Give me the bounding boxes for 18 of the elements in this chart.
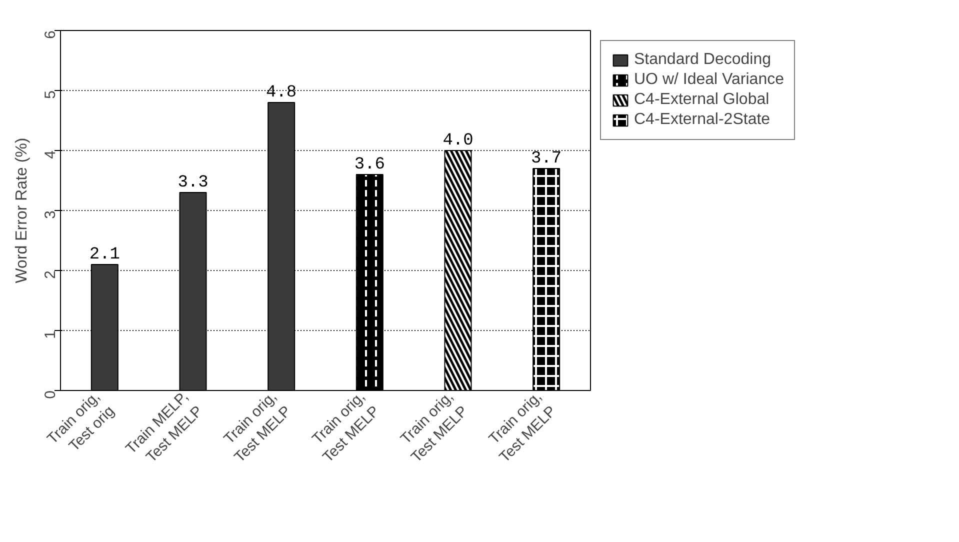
y-tick-label: 6 <box>42 30 59 39</box>
legend-label: Standard Decoding <box>634 51 771 69</box>
legend-label: UO w/ Ideal Variance <box>634 71 784 89</box>
y-tick-label: 3 <box>42 210 59 219</box>
legend-label: C4-External-2State <box>634 111 770 129</box>
y-tick-label: 4 <box>42 150 59 159</box>
data-label: 4.0 <box>442 132 474 150</box>
data-label: 3.6 <box>354 156 385 174</box>
y-tick-label: 1 <box>42 330 59 339</box>
data-label: 2.1 <box>89 246 120 264</box>
data-label: 4.8 <box>266 84 297 102</box>
y-tick-label: 2 <box>42 270 59 279</box>
data-label: 3.7 <box>531 150 562 168</box>
y-tick-label: 5 <box>42 90 59 99</box>
data-label: 3.3 <box>178 174 208 192</box>
legend-label: C4-External Global <box>634 91 770 109</box>
y-tick-label: 0 <box>42 390 59 399</box>
y-axis-title: Word Error Rate (%) <box>14 138 30 284</box>
